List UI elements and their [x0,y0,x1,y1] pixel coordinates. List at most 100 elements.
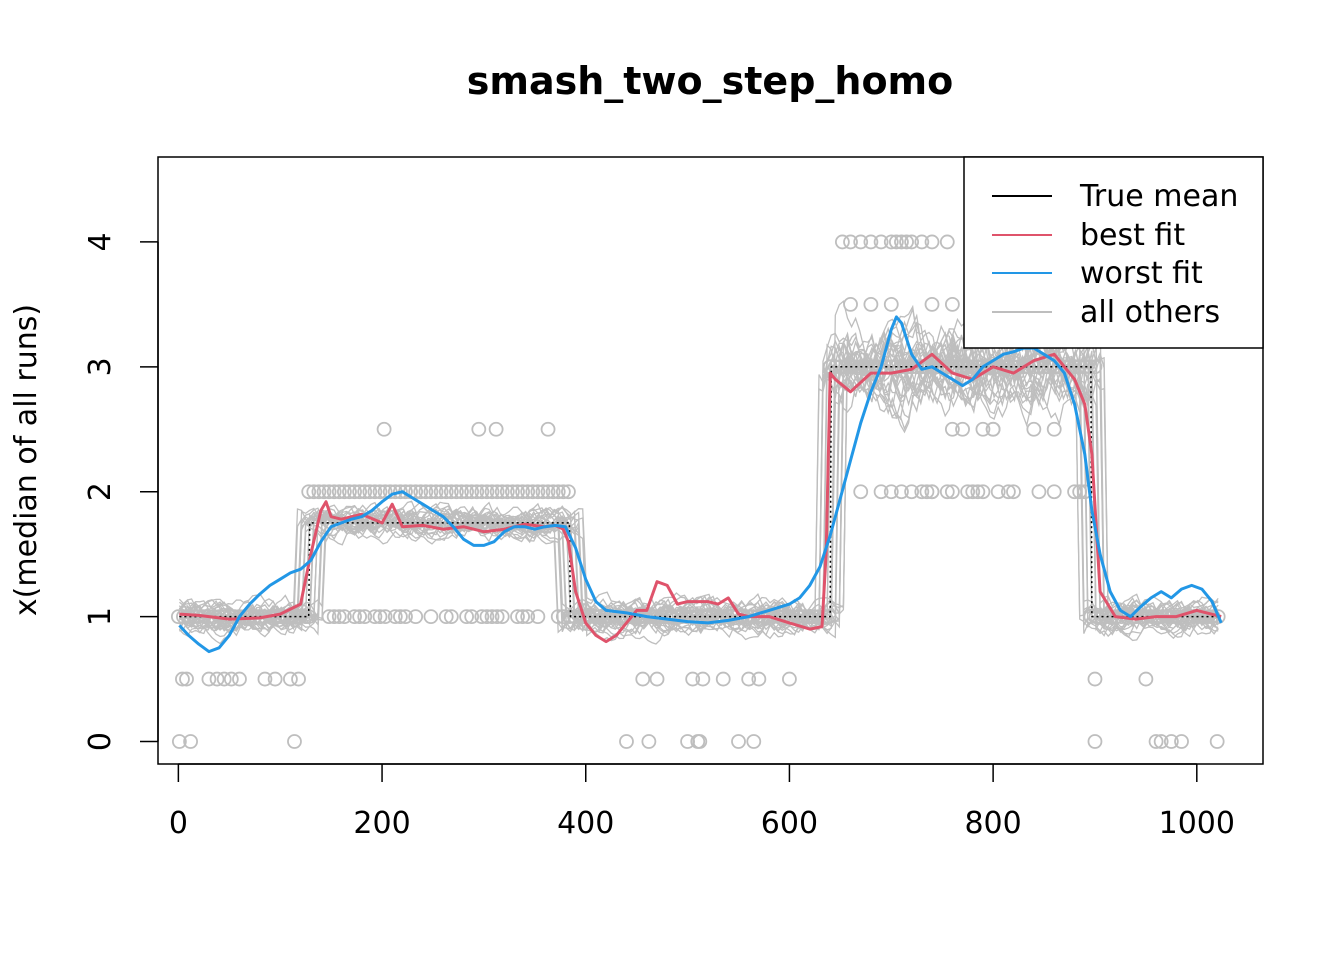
data-point [843,296,858,312]
data-point [904,234,920,250]
data-point [520,609,536,625]
data-point [464,484,480,500]
data-point [685,671,701,687]
data-point [175,671,190,687]
data-point [635,671,651,687]
data-point [216,671,232,687]
data-point [293,609,308,625]
legend-label: worst fit [1080,256,1203,291]
data-point [515,609,530,625]
data-point [209,671,225,687]
data-point [619,734,634,749]
data-point [1087,734,1103,749]
data-point [494,609,510,625]
data-point [1153,734,1169,749]
data-point [853,484,869,500]
data-point [469,484,485,500]
data-point [863,296,879,312]
data-point [301,484,317,500]
data-point [408,609,424,625]
data-point [990,484,1006,500]
data-point [863,234,879,250]
x-tick-label: 1000 [1159,806,1235,841]
data-point [1138,671,1154,687]
data-point [377,609,393,625]
data-point [488,421,504,437]
data-point [1046,421,1062,437]
data-point [873,484,889,500]
data-point [914,484,930,500]
data-point [287,734,302,749]
data-point [291,671,306,687]
data-point [904,359,920,375]
data-point [955,421,970,437]
data-point [413,484,429,500]
data-point [975,484,991,500]
data-point [336,484,352,500]
data-point [464,609,480,625]
data-point [257,671,273,687]
data-point [970,484,986,500]
data-point [326,609,342,625]
data-point [572,609,588,625]
data-point [479,484,495,500]
data-point [894,484,909,500]
data-point [311,484,327,500]
data-point [372,609,388,625]
data-point [715,671,731,687]
data-point [438,609,454,625]
data-point [649,671,665,687]
data-point [489,484,505,500]
data-point [459,484,474,500]
data-point [331,609,347,625]
legend-label: True mean [1079,179,1238,214]
data-point [883,234,899,250]
data-point [336,609,352,625]
data-point [201,671,217,687]
data-point [939,234,955,250]
data-point [545,484,561,500]
data-point [510,609,525,625]
data-point [883,484,899,500]
x-tick-label: 400 [557,806,614,841]
true-mean-line [179,366,1222,618]
data-point [587,609,603,625]
data-point [924,296,940,312]
data-point [612,609,628,625]
data-point [1087,359,1103,375]
data-point [550,609,566,625]
data-point [919,484,935,500]
data-point [267,671,283,687]
data-point [1046,484,1062,500]
data-point [454,484,469,500]
x-tick-label: 600 [761,806,818,841]
data-point [894,359,909,375]
data-point [561,484,576,500]
data-point [474,484,490,500]
data-point [423,609,439,625]
data-point [965,484,981,500]
data-point [1006,484,1021,500]
data-point [347,609,362,625]
data-point [515,484,530,500]
data-point [362,484,378,500]
data-point [731,734,746,749]
data-point [525,484,541,500]
data-point [347,484,362,500]
data-point [873,234,889,250]
data-point [960,484,976,500]
data-point [888,234,904,250]
data-point [746,734,762,749]
data-point [499,484,515,500]
data-point [1067,484,1082,500]
data-point [223,671,239,687]
data-point [479,609,495,625]
data-point [387,609,403,625]
data-point [985,421,1001,437]
y-tick-label: 1 [83,607,118,626]
data-point [540,484,556,500]
data-point [623,609,638,625]
data-point [357,484,373,500]
data-point [540,421,556,437]
